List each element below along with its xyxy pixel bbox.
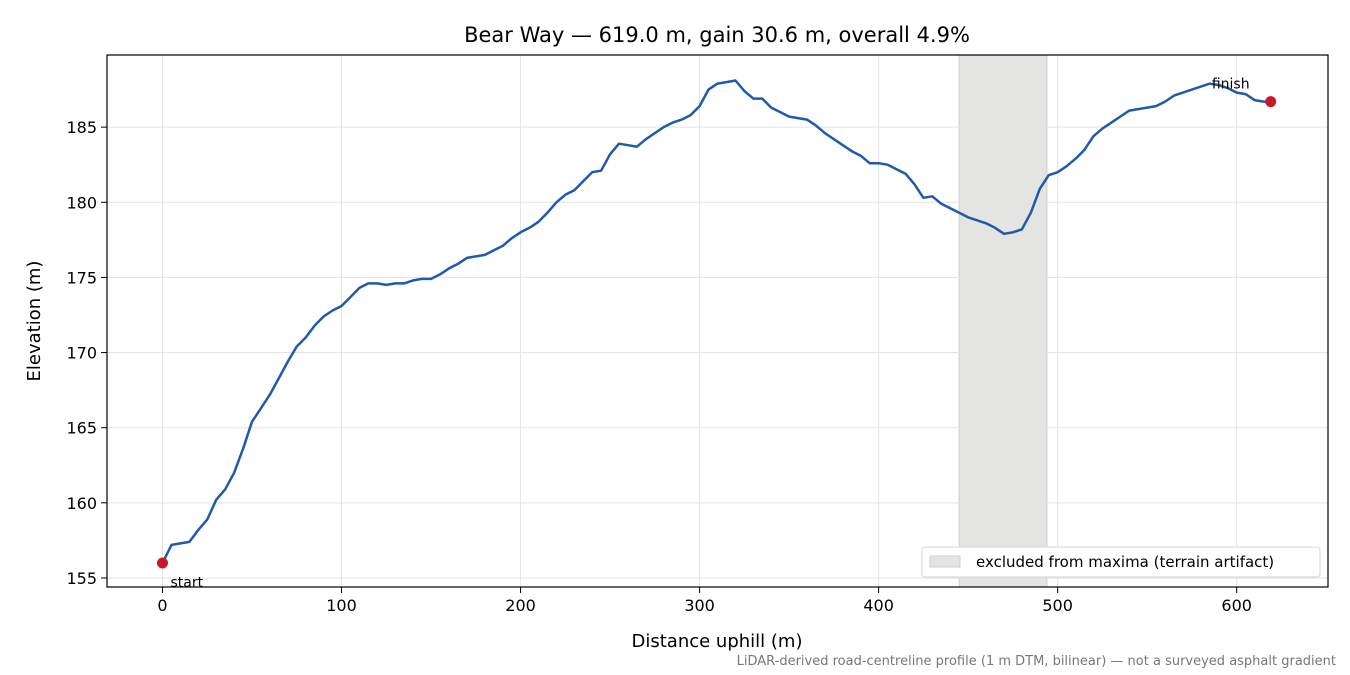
chart-title: Bear Way — 619.0 m, gain 30.6 m, overall… xyxy=(464,23,970,47)
y-tick-label: 185 xyxy=(66,118,97,137)
endpoint-marker xyxy=(157,557,168,569)
legend-box xyxy=(921,546,1321,578)
x-tick-label: 500 xyxy=(1042,596,1073,615)
x-tick-label: 400 xyxy=(863,596,894,615)
plot-frame xyxy=(106,54,1329,588)
y-tick-label: 160 xyxy=(66,494,97,513)
y-tick-label: 165 xyxy=(66,419,97,438)
y-tick-label: 155 xyxy=(66,569,97,588)
y-tick-label: 175 xyxy=(66,268,97,287)
legend-swatch xyxy=(929,555,961,568)
x-tick-label: 100 xyxy=(326,596,357,615)
x-tick-label: 300 xyxy=(684,596,715,615)
y-axis-label: Elevation (m) xyxy=(24,261,45,382)
x-tick-label: 0 xyxy=(157,596,167,615)
x-tick-label: 200 xyxy=(505,596,536,615)
excluded-span xyxy=(958,54,1048,588)
y-tick-label: 180 xyxy=(66,193,97,212)
annotation: finish xyxy=(1212,77,1250,93)
legend-label: excluded from maxima (terrain artifact) xyxy=(976,553,1274,571)
elevation-line xyxy=(161,79,1271,564)
y-tick-label: 170 xyxy=(66,344,97,363)
x-tick-label: 600 xyxy=(1221,596,1252,615)
x-axis-label: Distance uphill (m) xyxy=(632,631,803,652)
annotation: start xyxy=(171,575,204,591)
footnote: LiDAR-derived road-centreline profile (1… xyxy=(737,654,1336,669)
endpoint-marker xyxy=(1265,96,1277,108)
